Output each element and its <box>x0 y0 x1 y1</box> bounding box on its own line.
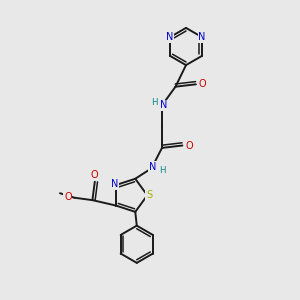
Text: N: N <box>160 100 167 110</box>
Text: N: N <box>198 32 206 42</box>
Text: O: O <box>64 192 72 202</box>
Text: O: O <box>90 170 98 180</box>
Text: O: O <box>185 140 193 151</box>
Text: N: N <box>166 32 174 42</box>
Text: O: O <box>199 79 206 89</box>
Text: H: H <box>159 166 165 175</box>
Text: N: N <box>111 179 118 190</box>
Text: N: N <box>149 161 156 172</box>
Text: H: H <box>151 98 158 107</box>
Text: S: S <box>146 190 152 200</box>
